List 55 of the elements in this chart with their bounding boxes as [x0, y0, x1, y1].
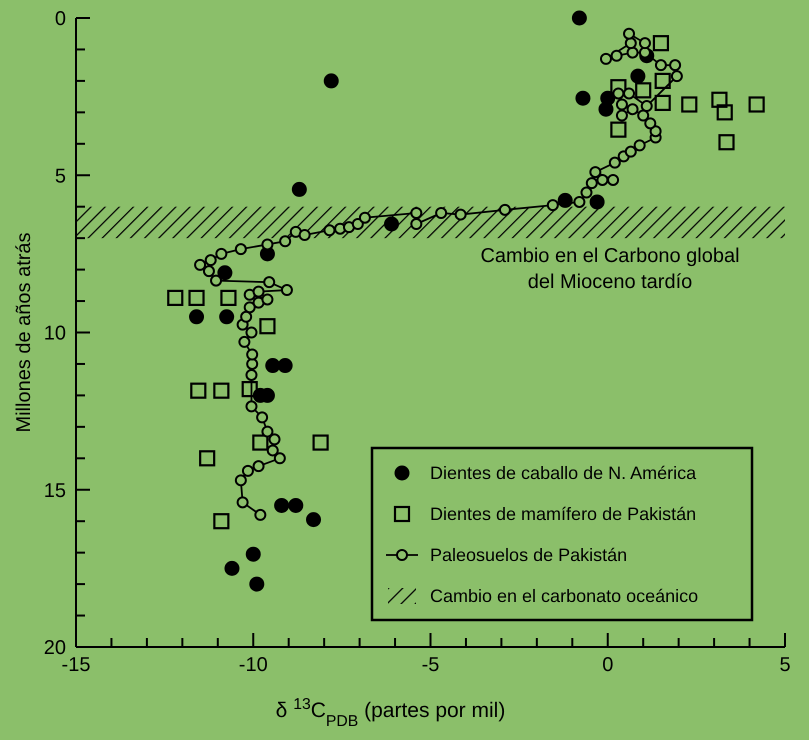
point	[213, 382, 230, 399]
legend-label: Cambio en el carbonato oceánico	[430, 586, 698, 606]
x-tick-label: -5	[422, 654, 440, 676]
legend-label: Paleosuelos de Pakistán	[430, 545, 628, 565]
point	[384, 216, 400, 232]
point	[654, 94, 671, 112]
x-tick-label: 5	[779, 654, 791, 676]
point	[213, 513, 230, 530]
x-tick-label: 0	[602, 654, 614, 676]
point	[312, 434, 329, 451]
annotation: Cambio en el Carbono global del Mioceno tardío	[480, 245, 740, 293]
point	[188, 290, 205, 306]
x-axis-title: δ $^{13}$C$_{PDB}$ (partes por mil)	[276, 696, 506, 730]
point	[242, 381, 258, 398]
point	[219, 309, 234, 324]
point	[654, 72, 671, 89]
point	[292, 182, 307, 197]
point	[748, 96, 765, 113]
point	[716, 104, 733, 120]
point	[306, 512, 322, 528]
point	[274, 498, 290, 513]
y-tick-label: 0	[54, 8, 66, 30]
point	[681, 96, 698, 113]
point	[575, 90, 590, 106]
y-tick-label: 5	[54, 165, 66, 188]
point	[652, 35, 670, 52]
legend-label: Dientes de mamífero de Pakistán	[430, 504, 696, 524]
point	[190, 382, 206, 399]
point	[249, 576, 264, 592]
y-axis-title: Millones de años atrás	[13, 232, 35, 433]
point	[217, 265, 232, 280]
point	[324, 73, 339, 88]
point	[265, 358, 280, 374]
y-tick-label: 10	[44, 322, 66, 344]
point	[572, 10, 587, 26]
x-tick-label: -10	[238, 654, 268, 676]
point	[189, 309, 204, 324]
point	[718, 134, 735, 150]
point	[199, 450, 216, 466]
point	[278, 358, 293, 374]
point	[220, 290, 237, 306]
point	[598, 102, 614, 117]
point	[635, 82, 652, 98]
point	[246, 546, 261, 562]
point	[288, 498, 304, 513]
legend-label: Dientes de caballo de N. América	[430, 463, 698, 483]
point	[610, 122, 626, 138]
point	[630, 68, 646, 84]
point	[252, 434, 268, 451]
point	[224, 560, 240, 576]
point	[259, 318, 276, 334]
point	[167, 290, 184, 306]
y-tick-label: 15	[44, 480, 66, 502]
point	[711, 92, 728, 108]
point	[590, 194, 605, 210]
